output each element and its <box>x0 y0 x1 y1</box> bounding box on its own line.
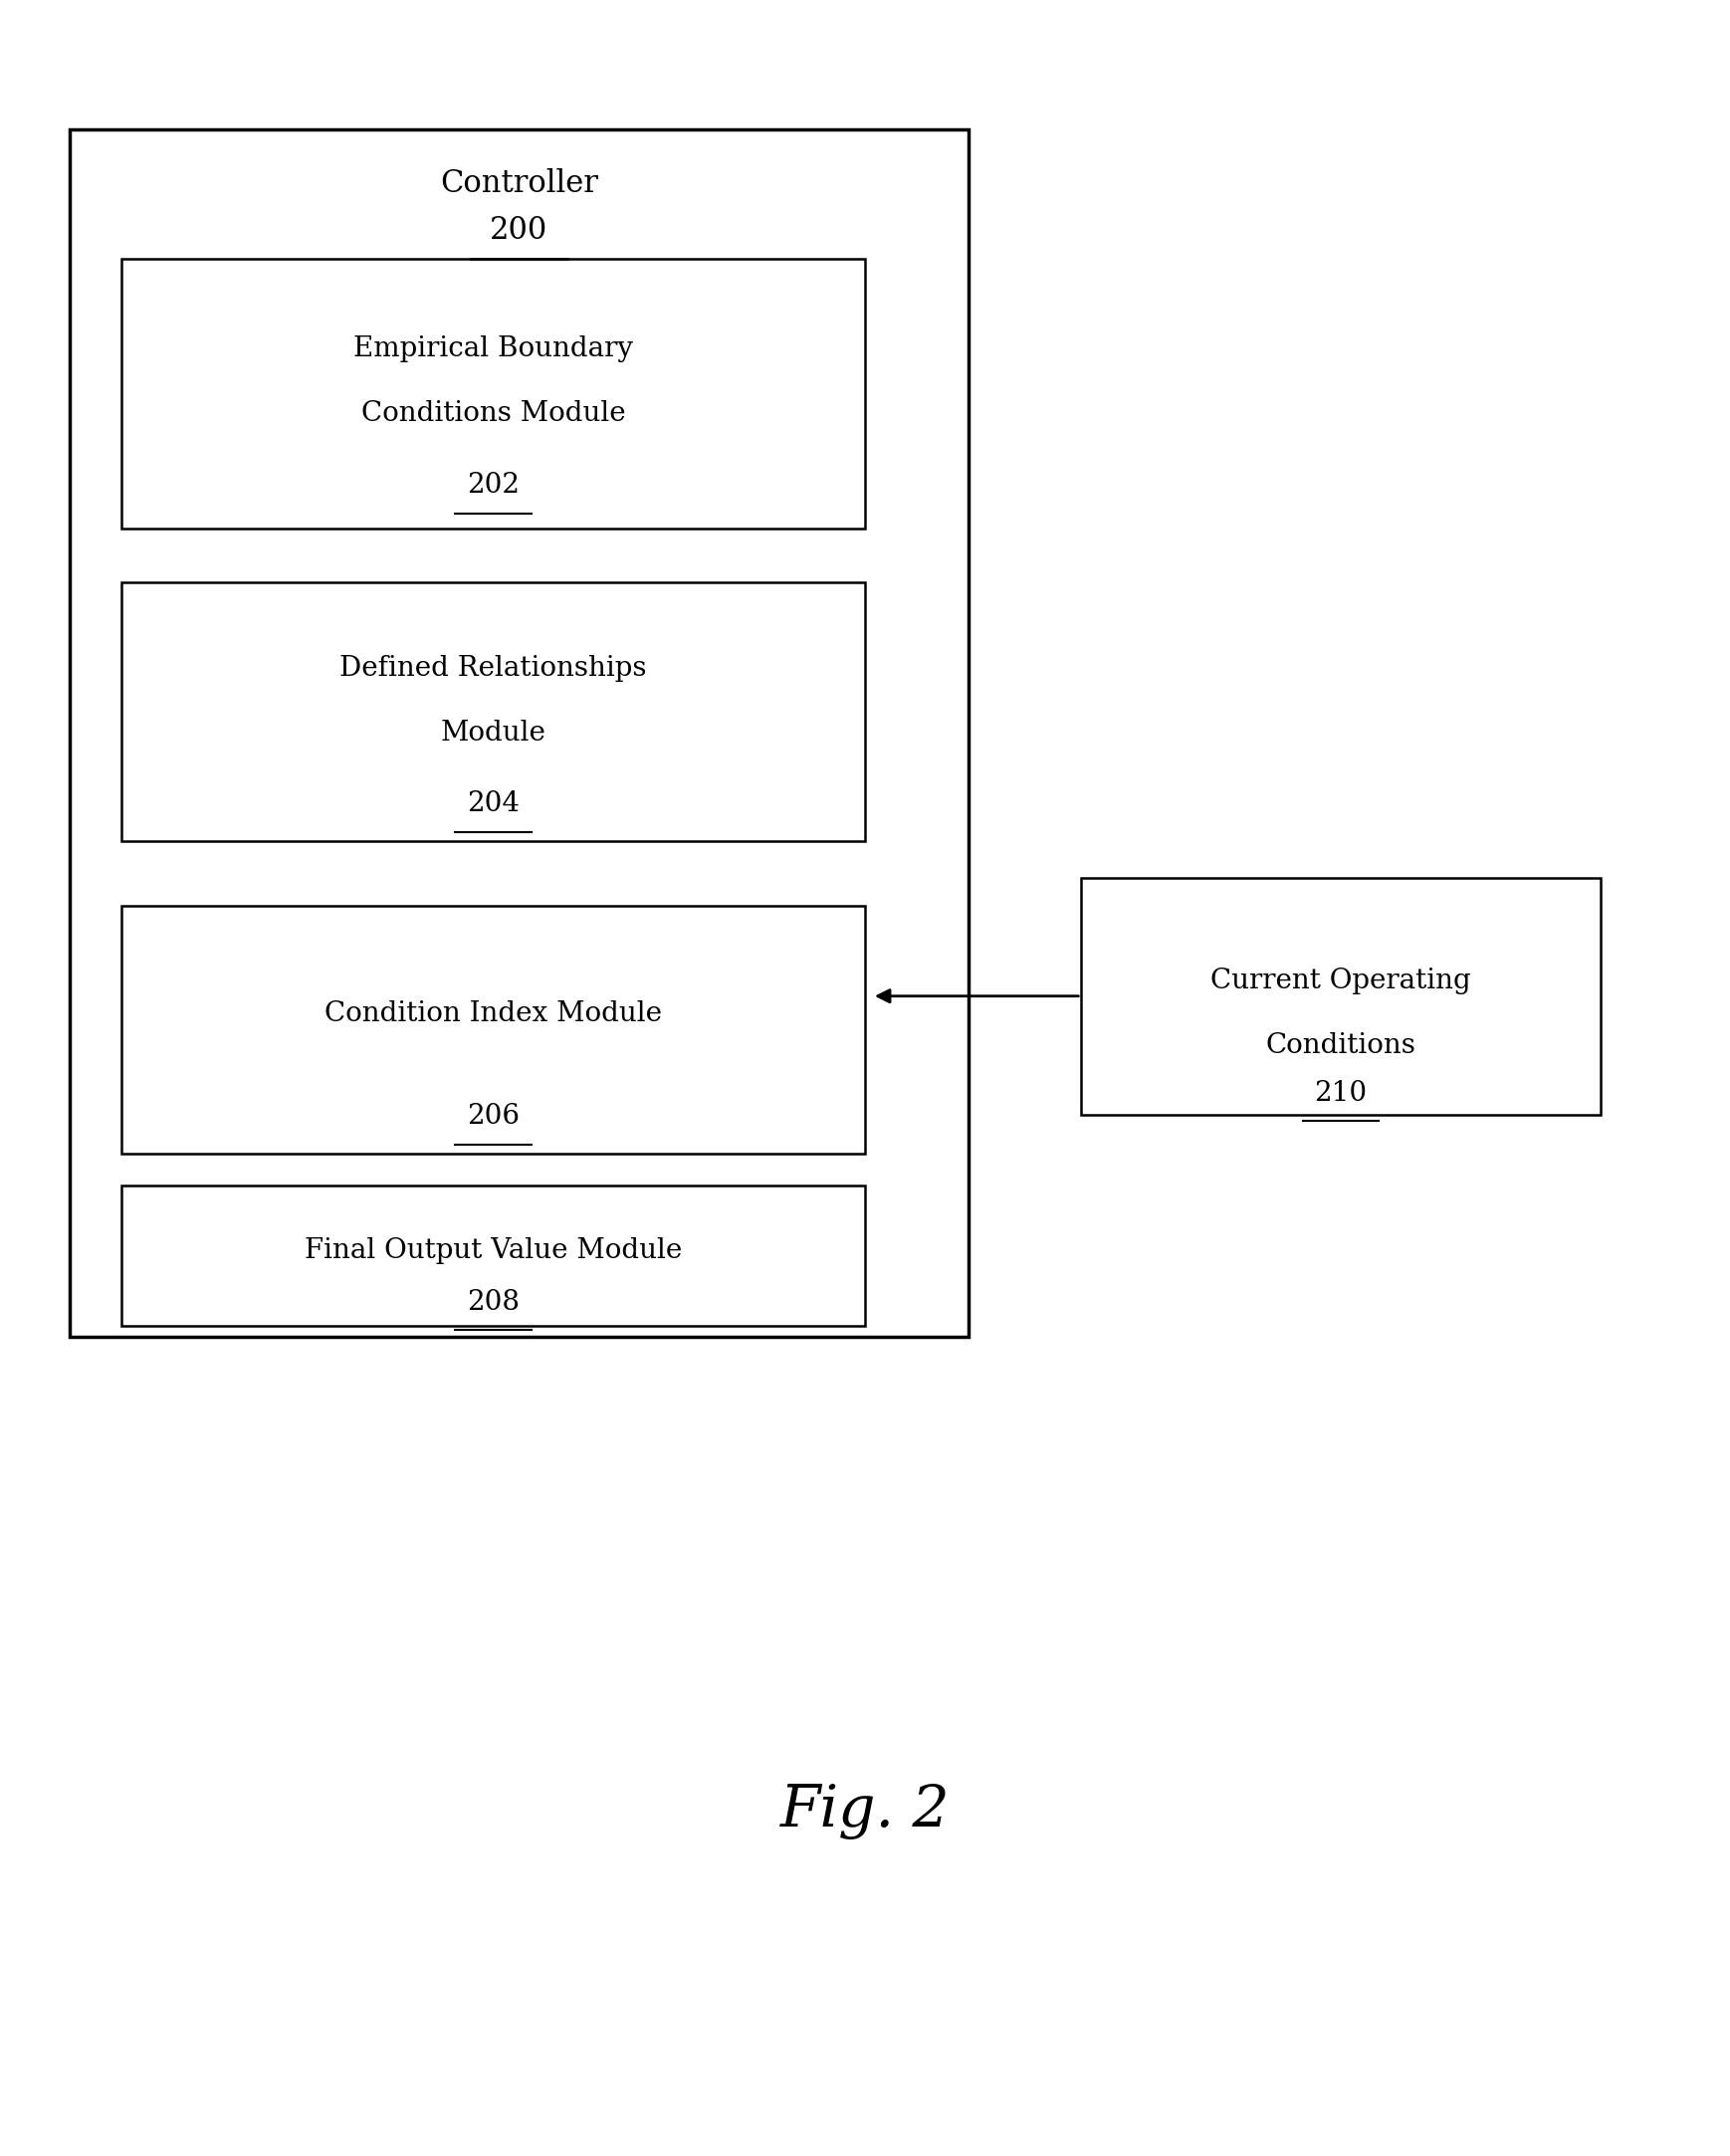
Text: Controller: Controller <box>439 168 599 198</box>
Bar <box>69 129 969 1337</box>
Text: 200: 200 <box>490 216 548 246</box>
Text: 206: 206 <box>467 1104 519 1130</box>
Text: Module: Module <box>441 720 545 746</box>
Text: Fig. 2: Fig. 2 <box>780 1783 950 1839</box>
Text: Current Operating: Current Operating <box>1211 968 1470 994</box>
Text: 202: 202 <box>467 472 519 498</box>
Text: 210: 210 <box>1315 1080 1367 1106</box>
Text: Final Output Value Module: Final Output Value Module <box>304 1238 682 1263</box>
Text: 208: 208 <box>467 1289 519 1315</box>
Text: Conditions: Conditions <box>1266 1033 1415 1059</box>
Bar <box>121 906 865 1153</box>
Bar <box>121 259 865 528</box>
Text: Condition Index Module: Condition Index Module <box>324 1000 663 1026</box>
Text: Conditions Module: Conditions Module <box>362 401 625 427</box>
Text: Defined Relationships: Defined Relationships <box>339 655 647 681</box>
Bar <box>1081 877 1600 1115</box>
Bar <box>121 1186 865 1326</box>
Text: Empirical Boundary: Empirical Boundary <box>353 336 633 362</box>
Text: 204: 204 <box>467 791 519 817</box>
Bar <box>121 582 865 841</box>
